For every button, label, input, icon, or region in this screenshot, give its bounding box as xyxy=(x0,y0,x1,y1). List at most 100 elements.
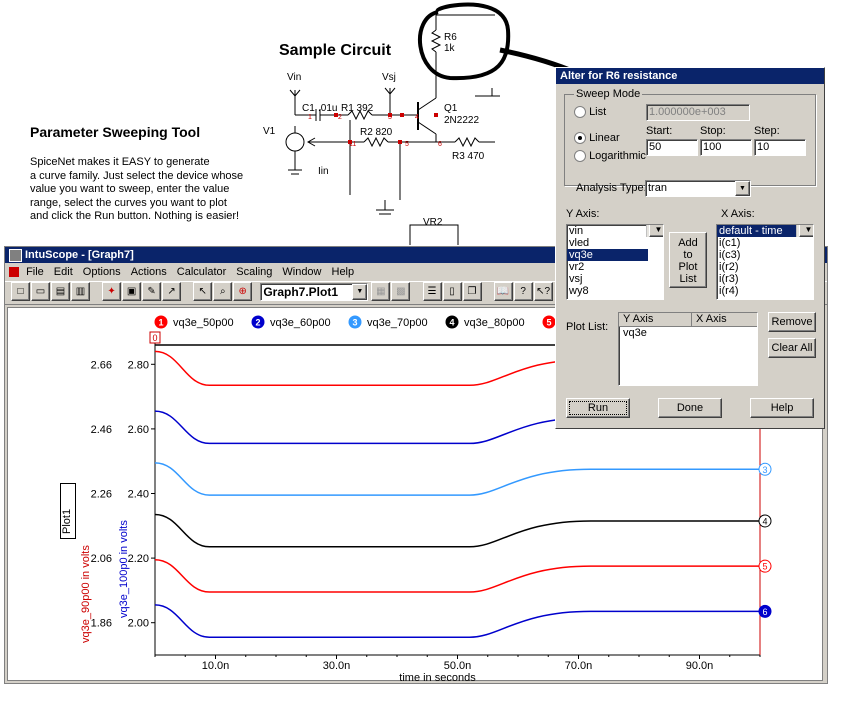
probe-icon[interactable]: ✦ xyxy=(102,282,122,301)
log-radio-dot[interactable] xyxy=(574,150,586,163)
schematic-label-r2: R2 820 xyxy=(360,127,393,138)
yaxis-list-item[interactable]: vin xyxy=(569,225,584,237)
menu-actions[interactable]: Actions xyxy=(130,266,167,278)
plot-list-col-y[interactable]: Y Axis xyxy=(619,313,692,326)
analysis-type-select[interactable]: tran ▼ xyxy=(645,180,751,197)
menu-file[interactable]: File xyxy=(26,266,44,278)
chevron-down-icon[interactable]: ▼ xyxy=(352,283,368,300)
list-radio-dot[interactable] xyxy=(574,106,586,119)
intro-line: and click the Run button. Nothing is eas… xyxy=(30,210,240,222)
xaxis-list-item[interactable]: i(c1) xyxy=(719,237,741,249)
book-icon[interactable]: 📖 xyxy=(493,282,513,301)
x-tick-label: 70.0n xyxy=(565,660,593,672)
preview-icon[interactable]: ▥ xyxy=(71,282,90,301)
xaxis-label: X Axis: xyxy=(721,208,755,220)
schematic-label-q1-model: 2N2222 xyxy=(444,115,480,126)
tile-v-icon[interactable]: ▯ xyxy=(442,282,462,301)
clear-all-button[interactable]: Clear All xyxy=(768,338,816,358)
yaxis-label: Y Axis: xyxy=(566,208,600,220)
menu-window[interactable]: Window xyxy=(282,266,322,278)
x-tick-label: 30.0n xyxy=(323,660,351,672)
scroll-down-icon[interactable]: ▼ xyxy=(649,225,663,237)
stop-field[interactable]: 100 xyxy=(700,139,752,156)
tile-h-icon[interactable]: ☰ xyxy=(422,282,442,301)
yaxis-list-item[interactable]: vsj xyxy=(569,273,583,285)
legend-marker-label: 2 xyxy=(255,318,260,328)
menu-scaling[interactable]: Scaling xyxy=(236,266,273,278)
cursor-marker-box xyxy=(149,331,161,344)
list-radio[interactable]: List xyxy=(574,106,606,119)
pointer-icon[interactable]: ↖ xyxy=(193,282,213,301)
series-end-marker-label: 3 xyxy=(762,465,767,475)
intro-line: value you want to sweep, enter the value xyxy=(30,183,230,195)
intro-line: SpiceNet makes it EASY to generate xyxy=(30,156,210,168)
measure-icon[interactable]: ↗ xyxy=(162,282,182,301)
run-button[interactable]: Run xyxy=(566,398,630,418)
edit-icon[interactable]: ✎ xyxy=(142,282,162,301)
menu-edit[interactable]: Edit xyxy=(53,266,73,278)
schematic-label-iin: Iin xyxy=(318,166,329,177)
dialog-title: Alter for R6 resistance xyxy=(560,70,678,82)
new-icon[interactable]: □ xyxy=(11,282,30,301)
y-tick-label-left: 1.86 xyxy=(91,618,112,630)
add-to-plot-list-button[interactable]: Add to Plot List xyxy=(669,232,707,288)
series-line xyxy=(154,558,760,593)
stop-value: 100 xyxy=(703,141,722,153)
legend-marker xyxy=(445,315,459,329)
help-button[interactable]: Help xyxy=(750,398,814,418)
xaxis-list[interactable]: default - time i(c1) i(c3) i(r2) i(r3) i(r4) … xyxy=(716,224,814,300)
linear-radio-dot[interactable] xyxy=(574,132,586,145)
plot-delete-icon[interactable]: ▩ xyxy=(391,282,411,301)
linear-radio[interactable]: Linear xyxy=(574,132,620,145)
cascade-icon[interactable]: ❐ xyxy=(462,282,482,301)
yaxis-list-item[interactable]: vq3e xyxy=(567,249,648,261)
menu-calculator[interactable]: Calculator xyxy=(176,266,227,278)
plot-list[interactable]: Y Axis X Axis vq3e xyxy=(618,312,758,386)
intro-line: range, select the curves you want to plo… xyxy=(30,196,227,209)
menu-help[interactable]: Help xyxy=(331,266,355,278)
intro-line: a curve family. Just select the device w… xyxy=(30,169,244,182)
analysis-chevron-down-icon[interactable]: ▼ xyxy=(735,181,750,196)
add-button-line: to xyxy=(683,249,693,261)
open-icon[interactable]: ▭ xyxy=(31,282,50,301)
list-value-text: 1.000000e+003 xyxy=(649,106,726,118)
start-field[interactable]: 50 xyxy=(646,139,698,156)
linear-radio-label: Linear xyxy=(589,132,620,144)
yaxis-list-item[interactable]: vr2 xyxy=(569,261,585,273)
series-end-marker-label: 5 xyxy=(762,562,767,572)
cursor-icon[interactable]: ⊕ xyxy=(233,282,253,301)
menu-options[interactable]: Options xyxy=(82,266,121,278)
print-icon[interactable]: ▤ xyxy=(51,282,70,301)
list-value-field: 1.000000e+003 xyxy=(646,104,750,121)
xaxis-list-item[interactable]: i(r3) xyxy=(719,273,739,285)
y-tick-label-left: 2.66 xyxy=(91,359,112,371)
schematic-label-v1: V1 xyxy=(263,126,276,137)
schematic-label-r6-value: 1k xyxy=(444,43,455,54)
done-button[interactable]: Done xyxy=(658,398,722,418)
plot-list-col-x[interactable]: X Axis xyxy=(696,313,727,325)
yaxis-scrollbar[interactable]: ▲ ▼ xyxy=(646,225,663,237)
yaxis-list-item[interactable]: vled xyxy=(569,237,590,249)
dialog-titlebar[interactable]: Alter for R6 resistance xyxy=(556,68,824,84)
xaxis-list-item[interactable]: default - time xyxy=(717,225,798,237)
xaxis-list-item[interactable]: i(c3) xyxy=(719,249,741,261)
plot-select[interactable]: Graph7.Plot1 ▼ xyxy=(260,282,369,301)
x-tick-label: 10.0n xyxy=(202,660,230,672)
frame-icon[interactable]: ▣ xyxy=(122,282,142,301)
series-line xyxy=(154,513,760,548)
remove-button[interactable]: Remove xyxy=(768,312,816,332)
step-field[interactable]: 10 xyxy=(754,139,806,156)
xaxis-list-item[interactable]: i(r4) xyxy=(719,285,739,297)
context-help-icon[interactable]: ↖? xyxy=(533,282,553,301)
yaxis-list-item[interactable]: wy8 xyxy=(569,285,589,297)
help-icon[interactable]: ? xyxy=(513,282,533,301)
log-radio[interactable]: Logarithmic xyxy=(574,150,646,163)
xaxis-list-item[interactable]: i(r2) xyxy=(719,261,739,273)
zoom-icon[interactable]: ⌕ xyxy=(213,282,233,301)
plot-list-item[interactable]: vq3e xyxy=(623,327,647,339)
x-scroll-down-icon[interactable]: ▼ xyxy=(799,225,813,237)
xaxis-scrollbar[interactable]: ▲ ▼ xyxy=(796,225,813,237)
schematic-node-2: 2 xyxy=(338,114,342,121)
plot-props-icon[interactable]: ▦ xyxy=(371,282,391,301)
